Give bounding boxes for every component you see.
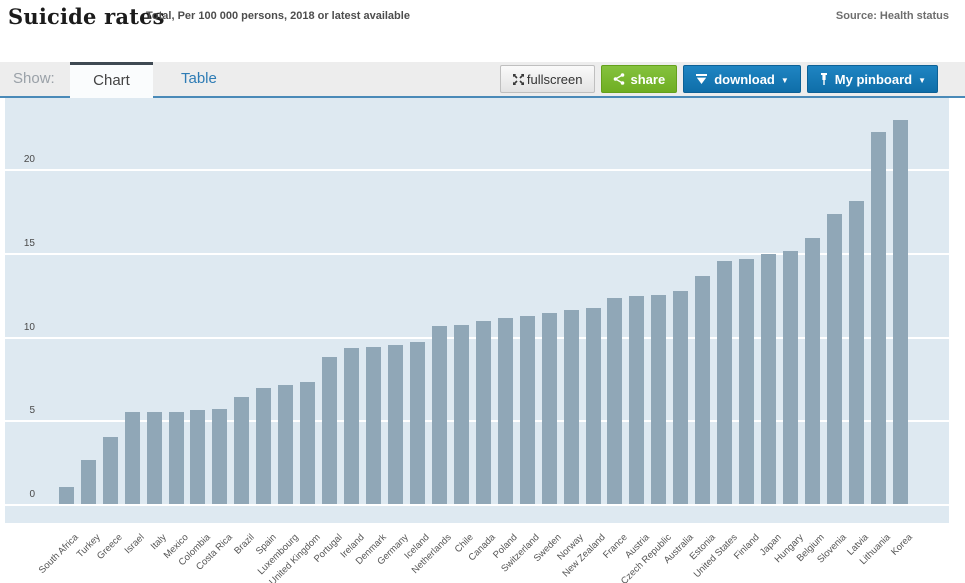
share-icon — [613, 73, 625, 85]
bar-norway[interactable] — [563, 309, 579, 504]
download-label: download — [714, 71, 775, 87]
pin-icon — [819, 72, 829, 86]
bar-estonia[interactable] — [695, 276, 711, 504]
fullscreen-label: fullscreen — [526, 71, 583, 87]
bar-brazil[interactable] — [234, 396, 250, 504]
tab-table[interactable]: Table — [181, 70, 217, 87]
bar-israel[interactable] — [124, 411, 140, 504]
bar-canada[interactable] — [475, 321, 491, 504]
gridline-0 — [5, 504, 949, 506]
download-icon — [695, 73, 708, 85]
pinboard-caret-icon: ▼ — [918, 75, 926, 85]
bar-new-zealand[interactable] — [585, 308, 601, 504]
bar-spain[interactable] — [256, 388, 272, 504]
bar-finland[interactable] — [739, 259, 755, 504]
y-tick-label: 20 — [23, 154, 35, 165]
bar-iceland[interactable] — [409, 341, 425, 504]
toolbar-actions: fullscreen share downloa — [499, 65, 938, 93]
bar-france[interactable] — [607, 297, 623, 504]
bar-colombia[interactable] — [190, 410, 206, 504]
gridline-20 — [5, 169, 949, 171]
bar-germany[interactable] — [388, 344, 403, 504]
gridline-15 — [5, 252, 949, 255]
bar-united-kingdom[interactable] — [300, 381, 316, 504]
share-button[interactable]: share — [600, 65, 678, 93]
bar-slovenia[interactable] — [826, 214, 842, 504]
bar-turkey[interactable] — [80, 460, 96, 504]
download-button[interactable]: download ▼ — [683, 65, 801, 93]
y-tick-label: 10 — [23, 321, 35, 333]
bar-chart-plot-area: 0 5 10 15 20 — [5, 98, 949, 523]
bar-mexico[interactable] — [168, 411, 184, 504]
bar-ireland[interactable] — [344, 348, 360, 504]
bar-lithuania[interactable] — [870, 132, 886, 504]
y-tick-label: 15 — [23, 237, 35, 249]
bar-greece[interactable] — [102, 437, 118, 504]
bar-luxembourg[interactable] — [278, 385, 294, 504]
bar-hungary[interactable] — [783, 251, 799, 504]
bar-united-states[interactable] — [717, 261, 733, 504]
tab-chart[interactable]: Chart — [70, 62, 153, 98]
share-label: share — [630, 71, 666, 87]
bar-chile[interactable] — [453, 324, 469, 504]
bar-japan[interactable] — [761, 254, 777, 504]
download-caret-icon: ▼ — [780, 75, 789, 85]
page-title: Suicide rates — [8, 4, 165, 29]
bar-italy[interactable] — [146, 411, 162, 504]
bar-switzerland[interactable] — [519, 316, 535, 504]
bar-austria[interactable] — [629, 296, 645, 504]
x-axis-labels: South Africa Turkey Greece Israel Italy Mexic… — [5, 524, 949, 583]
bar-poland[interactable] — [497, 318, 513, 504]
bar-australia[interactable] — [673, 291, 689, 504]
chart-subtitle: Total, Per 100 000 persons, 2018 or late… — [146, 10, 410, 22]
pinboard-label: My pinboard — [834, 71, 913, 87]
show-label: Show: — [13, 70, 55, 87]
toolbar: Show: Chart Table fullscreen — [0, 62, 965, 98]
source-label: Source: Health status — [835, 10, 949, 22]
y-tick-label: 5 — [29, 405, 35, 417]
y-tick-label: 0 — [29, 489, 35, 500]
bar-sweden[interactable] — [541, 313, 557, 504]
bar-belgium[interactable] — [804, 237, 820, 504]
bar-latvia[interactable] — [848, 200, 864, 504]
bar-denmark[interactable] — [366, 346, 382, 504]
header: Suicide rates Total, Per 100 000 persons… — [0, 0, 965, 56]
bar-portugal[interactable] — [322, 356, 338, 504]
bar-netherlands[interactable] — [431, 326, 447, 504]
bar-south-africa[interactable] — [58, 487, 74, 504]
fullscreen-button[interactable]: fullscreen — [499, 65, 595, 93]
pinboard-button[interactable]: My pinboard ▼ — [806, 65, 938, 93]
fullscreen-icon — [512, 73, 525, 86]
bar-korea[interactable] — [892, 120, 908, 504]
bar-costa-rica[interactable] — [212, 408, 228, 504]
bar-czech-republic[interactable] — [651, 294, 667, 504]
